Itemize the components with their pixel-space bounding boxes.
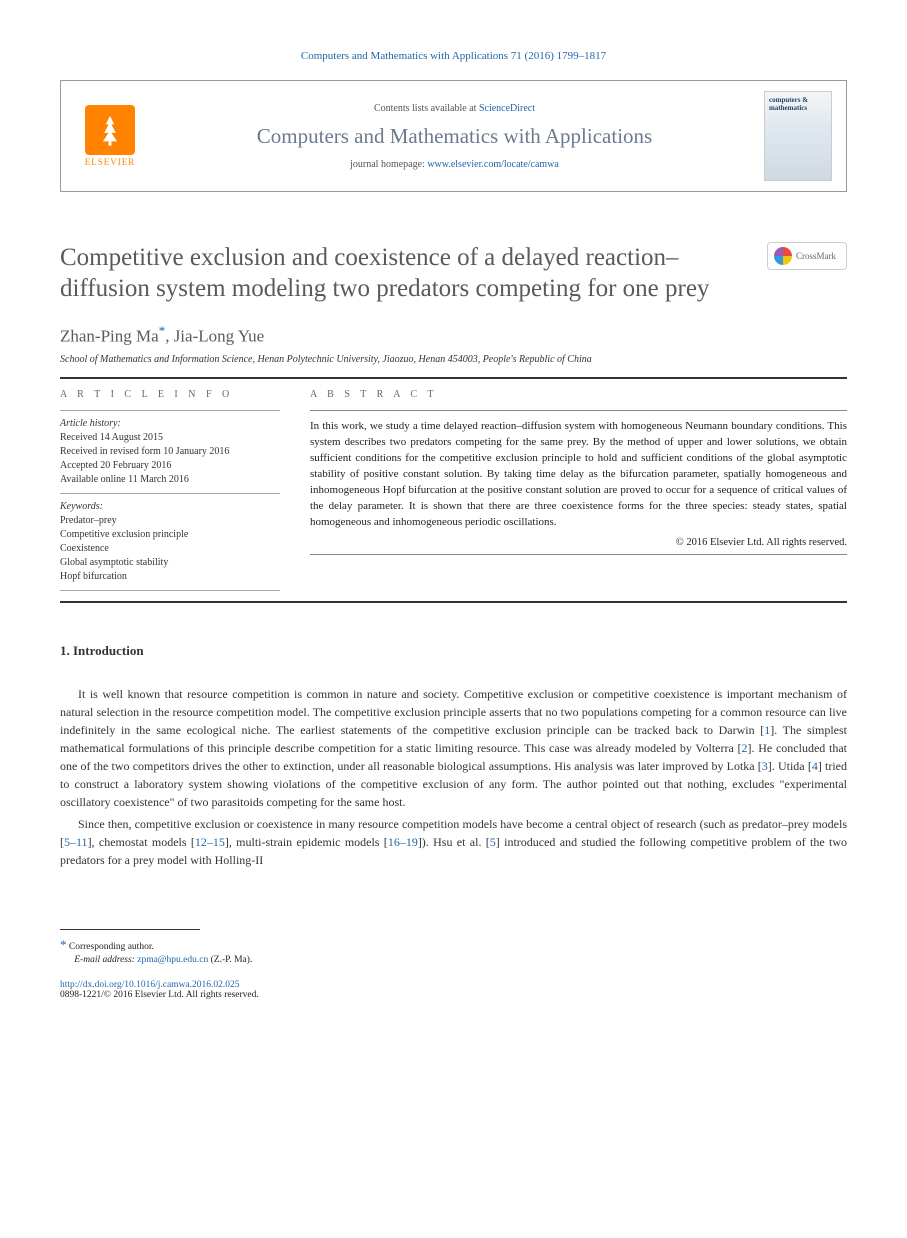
abstract-rule-top [310, 410, 847, 411]
ref-16-19[interactable]: 16–19 [388, 835, 418, 849]
homepage-prefix: journal homepage: [350, 159, 427, 170]
paragraph-2: Since then, competitive exclusion or coe… [60, 815, 847, 869]
crossmark-icon [774, 247, 792, 265]
journal-name: Computers and Mathematics with Applicati… [159, 124, 750, 149]
doi-block: http://dx.doi.org/10.1016/j.camwa.2016.0… [60, 980, 847, 1000]
online-date: Available online 11 March 2016 [60, 473, 280, 487]
email-link[interactable]: zpma@hpu.edu.cn [137, 955, 208, 965]
keyword-4: Global asymptotic stability [60, 556, 280, 570]
footnote-block: * Corresponding author. E-mail address: … [60, 936, 847, 968]
ref-5-11[interactable]: 5–11 [64, 835, 88, 849]
section-heading: 1. Introduction [60, 643, 847, 659]
p2-c: ], multi-strain epidemic models [ [225, 835, 388, 849]
article-title: Competitive exclusion and coexistence of… [60, 242, 747, 305]
keyword-2: Competitive exclusion principle [60, 528, 280, 542]
contents-prefix: Contents lists available at [374, 103, 479, 114]
keyword-1: Predator–prey [60, 514, 280, 528]
affiliation: School of Mathematics and Information Sc… [60, 354, 847, 365]
abstract-label: A B S T R A C T [310, 389, 847, 400]
contents-line: Contents lists available at ScienceDirec… [159, 103, 750, 114]
email-label: E-mail address: [74, 955, 137, 965]
author-1: Zhan-Ping Ma [60, 326, 159, 345]
issn-copyright: 0898-1221/© 2016 Elsevier Ltd. All right… [60, 990, 847, 1000]
history-label: Article history: [60, 417, 280, 431]
revised-date: Received in revised form 10 January 2016 [60, 445, 280, 459]
received-date: Received 14 August 2015 [60, 431, 280, 445]
rule-top [60, 377, 847, 379]
keywords-block: Keywords: Predator–prey Competitive excl… [60, 493, 280, 591]
copyright: © 2016 Elsevier Ltd. All rights reserved… [310, 537, 847, 548]
email-line: E-mail address: zpma@hpu.edu.cn (Z.-P. M… [60, 954, 847, 967]
author-2: , Jia-Long Yue [165, 326, 264, 345]
journal-header: ELSEVIER Contents lists available at Sci… [60, 80, 847, 192]
authors: Zhan-Ping Ma*, Jia-Long Yue [60, 323, 847, 347]
abstract-rule-bottom [310, 554, 847, 555]
p2-b: ], chemostat models [ [88, 835, 195, 849]
keyword-3: Coexistence [60, 542, 280, 556]
header-center: Contents lists available at ScienceDirec… [159, 103, 750, 170]
doi-link[interactable]: http://dx.doi.org/10.1016/j.camwa.2016.0… [60, 980, 240, 990]
paragraph-1: It is well known that resource competiti… [60, 685, 847, 811]
corresponding-note: * Corresponding author. [60, 936, 847, 954]
abstract-text: In this work, we study a time delayed re… [310, 419, 847, 531]
email-suffix: (Z.-P. Ma). [208, 955, 252, 965]
journal-cover-thumbnail[interactable]: computers & mathematics [764, 91, 832, 181]
info-label: A R T I C L E I N F O [60, 389, 280, 400]
history-block: Article history: Received 14 August 2015… [60, 410, 280, 493]
p1-d: ]. Utida [ [768, 759, 812, 773]
corr-label: Corresponding author. [69, 942, 154, 952]
sciencedirect-link[interactable]: ScienceDirect [479, 103, 535, 114]
keyword-5: Hopf bifurcation [60, 570, 280, 584]
homepage-link[interactable]: www.elsevier.com/locate/camwa [427, 159, 559, 170]
article-info-column: A R T I C L E I N F O Article history: R… [60, 389, 280, 591]
info-abstract-row: A R T I C L E I N F O Article history: R… [60, 389, 847, 591]
elsevier-text: ELSEVIER [85, 157, 136, 167]
journal-reference: Computers and Mathematics with Applicati… [60, 50, 847, 62]
crossmark-label: CrossMark [796, 251, 836, 261]
journal-ref-link[interactable]: Computers and Mathematics with Applicati… [301, 50, 606, 62]
rule-bottom [60, 601, 847, 603]
cover-title: computers & mathematics [769, 96, 827, 112]
footnote-corr-mark: * [60, 937, 67, 952]
article-page: Computers and Mathematics with Applicati… [0, 0, 907, 1050]
abstract-column: A B S T R A C T In this work, we study a… [310, 389, 847, 591]
elsevier-tree-icon [85, 105, 135, 155]
footnote-separator [60, 929, 200, 930]
p1-a: It is well known that resource competiti… [60, 687, 847, 737]
accepted-date: Accepted 20 February 2016 [60, 459, 280, 473]
keywords-label: Keywords: [60, 500, 280, 514]
homepage-line: journal homepage: www.elsevier.com/locat… [159, 159, 750, 170]
elsevier-logo[interactable]: ELSEVIER [75, 105, 145, 167]
p2-d: ]). Hsu et al. [ [418, 835, 490, 849]
title-row: Competitive exclusion and coexistence of… [60, 242, 847, 305]
crossmark-badge[interactable]: CrossMark [767, 242, 847, 270]
ref-12-15[interactable]: 12–15 [195, 835, 225, 849]
